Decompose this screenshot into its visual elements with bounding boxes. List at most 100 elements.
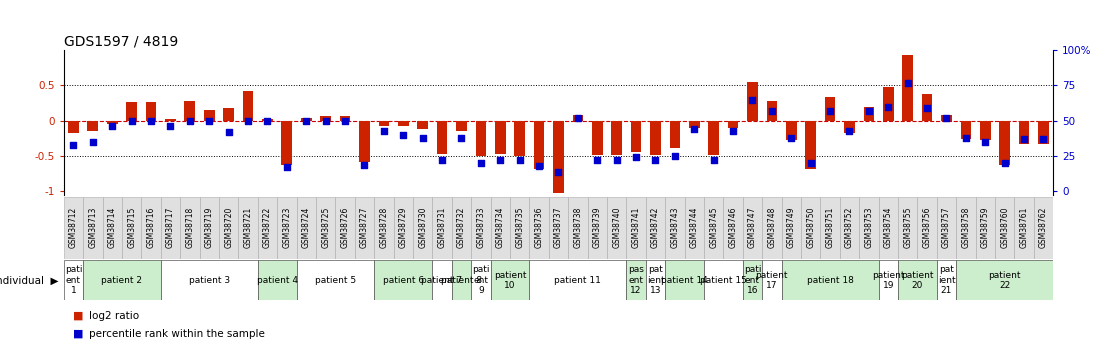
Text: GSM38727: GSM38727 (360, 207, 369, 248)
Bar (1039, 121, 1049, 144)
Bar (646, 260, 665, 300)
Text: GSM38718: GSM38718 (186, 207, 195, 248)
Bar (471, 197, 491, 259)
Text: patient 5: patient 5 (315, 276, 356, 285)
Text: patient 3: patient 3 (189, 276, 230, 285)
Bar (282, 121, 292, 165)
Bar (883, 87, 893, 121)
Text: GSM38723: GSM38723 (283, 207, 292, 248)
Text: patient 14: patient 14 (661, 276, 708, 285)
Bar (941, 115, 951, 121)
Bar (937, 197, 956, 259)
Text: GSM38745: GSM38745 (709, 207, 718, 248)
Text: GSM38756: GSM38756 (922, 207, 931, 248)
Bar (145, 102, 157, 121)
Point (530, 163, 548, 169)
Bar (375, 197, 394, 259)
Point (743, 97, 761, 102)
Bar (612, 121, 622, 155)
Point (704, 158, 722, 163)
Point (724, 128, 742, 134)
Bar (161, 260, 258, 300)
Bar (533, 121, 544, 169)
Point (356, 162, 373, 167)
Point (103, 124, 121, 129)
Text: GSM38722: GSM38722 (263, 207, 272, 248)
Text: GSM38724: GSM38724 (302, 207, 311, 248)
Point (860, 108, 878, 114)
Text: GSM38754: GSM38754 (883, 207, 893, 248)
Text: patient 8: patient 8 (440, 276, 482, 285)
Bar (335, 197, 354, 259)
Point (337, 118, 354, 124)
Text: GSM38731: GSM38731 (437, 207, 446, 248)
Bar (258, 260, 296, 300)
Bar (296, 260, 375, 300)
Bar (665, 260, 704, 300)
Bar (960, 121, 972, 139)
Bar (437, 121, 447, 154)
Text: log2 ratio: log2 ratio (89, 311, 140, 321)
Point (957, 135, 975, 140)
Point (899, 80, 917, 85)
Text: pat
ient
13: pat ient 13 (646, 265, 664, 295)
Text: GSM38738: GSM38738 (574, 207, 582, 248)
Bar (591, 121, 603, 155)
Bar (902, 55, 913, 121)
Text: GSM38747: GSM38747 (748, 207, 757, 248)
Bar (1018, 121, 1030, 144)
Bar (879, 197, 898, 259)
Bar (825, 97, 835, 121)
Point (161, 124, 179, 129)
Text: percentile rank within the sample: percentile rank within the sample (89, 329, 265, 339)
Text: GSM38715: GSM38715 (127, 207, 136, 248)
Bar (471, 260, 491, 300)
Text: patient
17: patient 17 (756, 270, 788, 290)
Point (646, 158, 664, 163)
Bar (394, 197, 413, 259)
Text: ■: ■ (73, 329, 83, 339)
Text: patient
22: patient 22 (988, 270, 1021, 290)
Text: patient 15: patient 15 (700, 276, 747, 285)
Bar (491, 260, 529, 300)
Text: GSM38713: GSM38713 (88, 207, 97, 248)
Text: patient 2: patient 2 (102, 276, 142, 285)
Text: patient
10: patient 10 (494, 270, 527, 290)
Text: GSM38726: GSM38726 (341, 207, 350, 248)
Text: GSM38752: GSM38752 (845, 207, 854, 248)
Point (453, 135, 471, 140)
Point (258, 118, 276, 124)
Bar (689, 121, 700, 128)
Bar (68, 121, 78, 134)
Text: GSM38744: GSM38744 (690, 207, 699, 248)
Bar (937, 260, 956, 300)
Bar (433, 260, 452, 300)
Text: GSM38716: GSM38716 (146, 207, 155, 248)
Text: GSM38714: GSM38714 (107, 207, 116, 248)
Text: pati
ent
16: pati ent 16 (743, 265, 761, 295)
Bar (398, 121, 408, 126)
Text: GSM38733: GSM38733 (476, 207, 485, 248)
Bar (375, 260, 433, 300)
Text: GSM38748: GSM38748 (767, 207, 776, 248)
Point (666, 153, 684, 159)
Point (608, 158, 626, 163)
Bar (529, 260, 626, 300)
Bar (956, 197, 976, 259)
Text: GSM38742: GSM38742 (651, 207, 660, 248)
Bar (126, 102, 138, 121)
Bar (709, 121, 719, 155)
Bar (898, 260, 937, 300)
Bar (495, 121, 505, 154)
Bar (452, 260, 471, 300)
Text: GSM38755: GSM38755 (903, 207, 912, 248)
Point (123, 118, 141, 124)
Text: GSM38739: GSM38739 (593, 207, 601, 248)
Bar (296, 197, 316, 259)
Bar (588, 197, 607, 259)
Bar (219, 197, 238, 259)
Text: GSM38730: GSM38730 (418, 207, 427, 248)
Text: patient
19: patient 19 (872, 270, 904, 290)
Bar (840, 197, 859, 259)
Bar (728, 121, 738, 128)
